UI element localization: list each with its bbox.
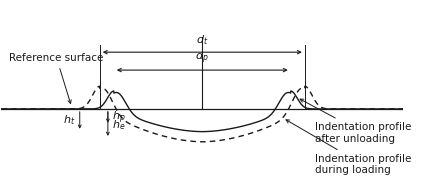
Text: $d_t$: $d_t$ [196, 34, 208, 47]
Text: Reference surface: Reference surface [9, 53, 104, 103]
Text: $h_p$: $h_p$ [112, 110, 125, 126]
Text: $h_e$: $h_e$ [112, 118, 125, 132]
Text: $d_p$: $d_p$ [196, 49, 209, 66]
Text: Indentation profile
during loading: Indentation profile during loading [286, 120, 411, 175]
Text: $h_t$: $h_t$ [62, 113, 75, 127]
Text: Indentation profile
after unloading: Indentation profile after unloading [300, 99, 411, 144]
